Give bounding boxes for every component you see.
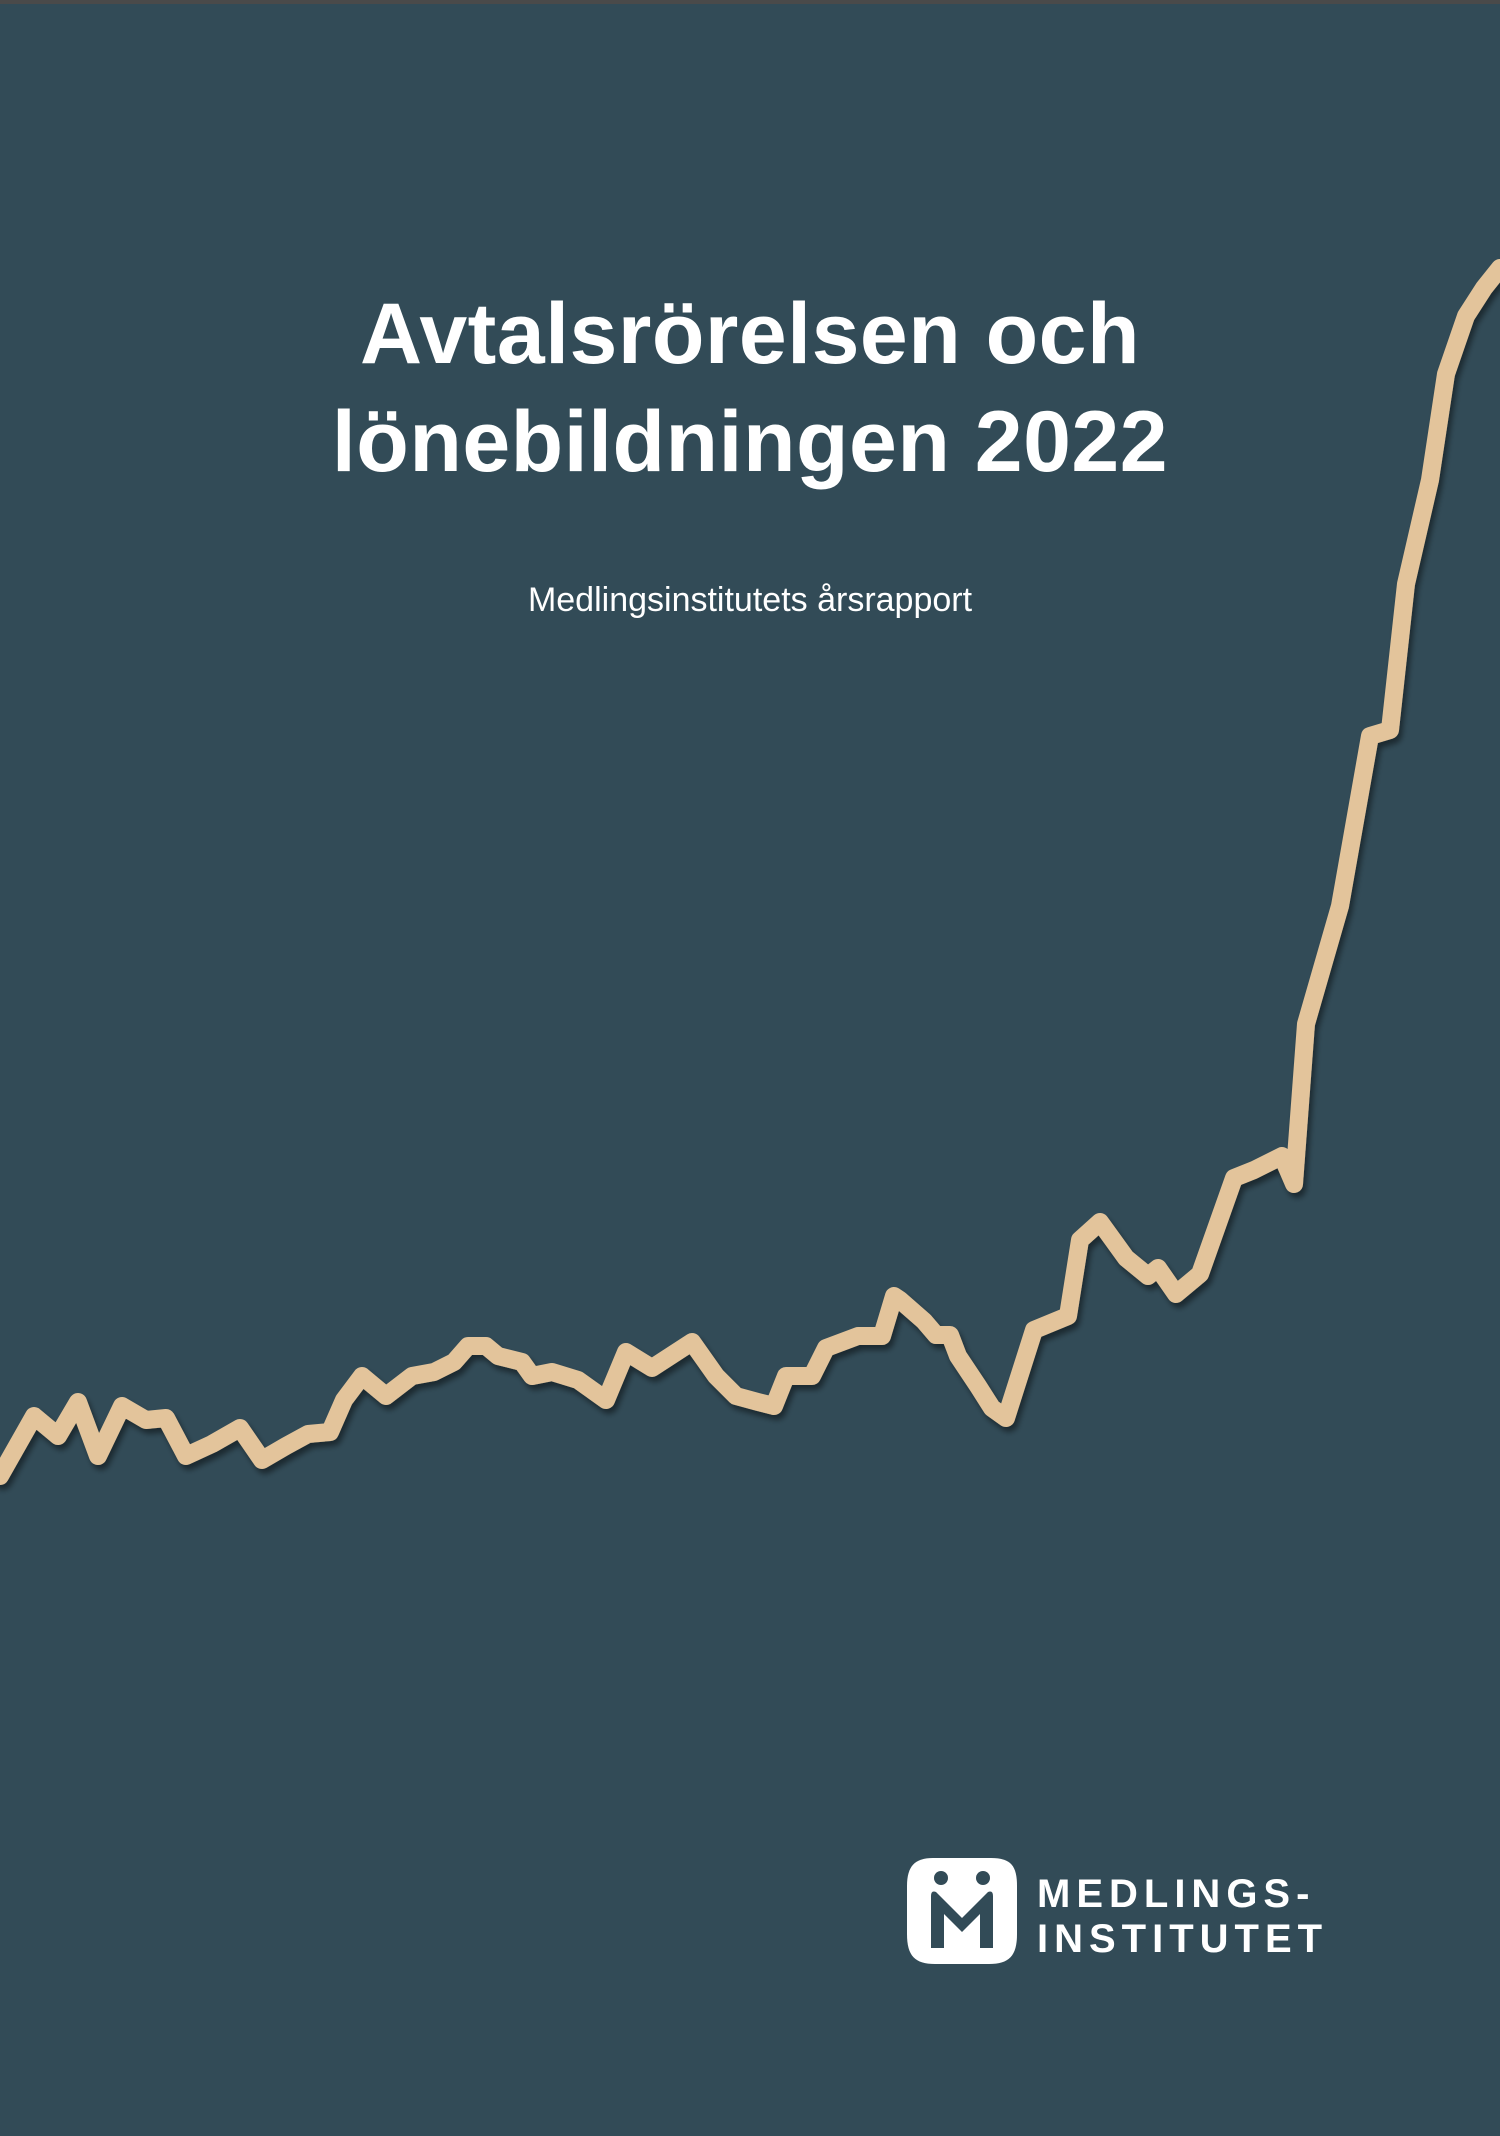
logo-wordmark-line-1: MEDLINGS- bbox=[1037, 1872, 1316, 1916]
cover-title-line-1: Avtalsrörelsen och bbox=[359, 286, 1141, 382]
cover-title-line-2: lönebildningen 2022 bbox=[331, 394, 1169, 490]
medlingsinstitutet-logo: MEDLINGS- INSTITUTET bbox=[905, 1852, 1325, 1972]
cover-subtitle: Medlingsinstitutets årsrapport bbox=[527, 581, 973, 619]
logo-wordmark: MEDLINGS- INSTITUTET bbox=[1037, 1872, 1328, 1962]
top-edge-line bbox=[0, 0, 1500, 4]
cover-title: Avtalsrörelsen och lönebildningen 2022 bbox=[0, 280, 1500, 496]
medlingsinstitutet-logo-icon bbox=[907, 1858, 1017, 1964]
chart-series-line bbox=[0, 259, 1500, 1485]
logo-wordmark-line-2: INSTITUTET bbox=[1037, 1917, 1329, 1961]
cover-title-block: Avtalsrörelsen och lönebildningen 2022 M… bbox=[0, 280, 1500, 620]
